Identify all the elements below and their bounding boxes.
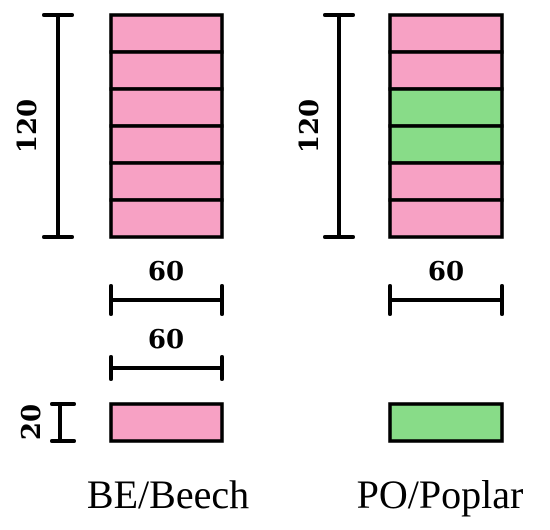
poplar-lamella-4-poplar [388,124,504,165]
poplar-lamella-5-beech [388,161,504,202]
poplar-panel: 120 60 [295,13,504,316]
poplar-height-dimension [323,13,355,239]
poplar-lamella-2-beech [388,50,504,91]
beech-lamella-2-beech [109,50,224,91]
beech-height-label: 120 [13,99,43,153]
lamella-width-label: 60 [148,325,184,355]
beech-lamella-4-beech [109,124,224,165]
poplar-lamella-3-poplar [388,87,504,128]
beech-single-lamella [109,402,224,443]
poplar-single-lamella [388,402,504,443]
poplar-stack [388,13,504,239]
beech-stack [109,13,224,239]
beech-width-dimension [109,284,224,316]
beech-panel: 120 60 [13,13,224,316]
lamella-width-dimension [109,355,224,381]
lamella-thickness-dimension [50,402,76,443]
poplar-width-dimension [388,284,504,316]
beech-lamella-3-beech [109,87,224,128]
lamella-detail: 60 20 [17,325,504,443]
beech-height-dimension [42,13,74,239]
beech-width-label: 60 [148,257,184,287]
lamella-thickness-label: 20 [17,404,47,440]
beech-caption: BE/Beech [87,472,249,517]
poplar-width-label: 60 [428,257,464,287]
poplar-caption: PO/Poplar [357,472,524,517]
beech-lamella-1-beech [109,13,224,54]
poplar-height-label: 120 [295,99,325,153]
beech-lamella-6-beech [109,198,224,239]
beech-lamella-5-beech [109,161,224,202]
poplar-lamella-1-beech [388,13,504,54]
poplar-lamella-6-beech [388,198,504,239]
